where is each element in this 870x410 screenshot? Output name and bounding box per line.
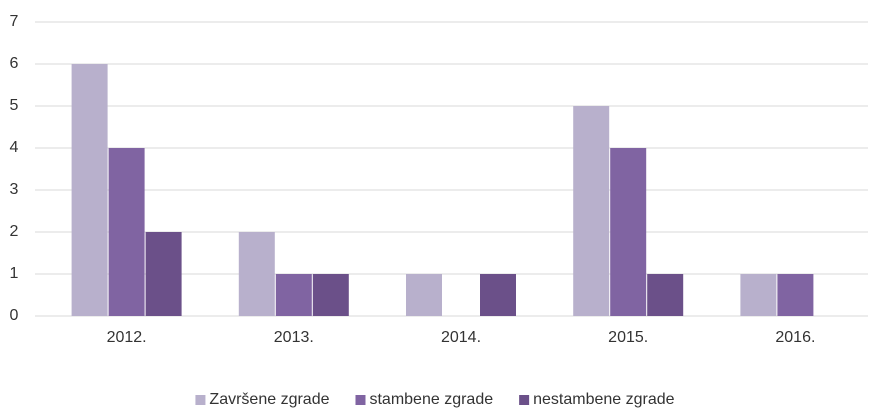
bar (777, 274, 814, 316)
x-tick-label: 2012. (107, 329, 147, 346)
x-tick-label: 2016. (775, 329, 815, 346)
y-tick-label: 5 (10, 97, 19, 114)
legend-label: stambene zgrade (369, 391, 493, 408)
legend-item: stambene zgrade (355, 391, 493, 408)
x-tick-label: 2014. (441, 329, 481, 346)
legend-swatch (519, 395, 530, 405)
legend-label: Završene zgrade (209, 391, 329, 408)
bar (71, 64, 108, 316)
y-tick-label: 2 (10, 223, 19, 240)
y-tick-label: 3 (10, 181, 19, 198)
legend-swatch (355, 395, 366, 405)
y-tick-label: 1 (10, 265, 19, 282)
bar (573, 106, 610, 316)
y-tick-label: 7 (10, 13, 19, 30)
x-tick-label: 2013. (274, 329, 314, 346)
bar (406, 274, 442, 316)
bar (480, 274, 516, 316)
bar (238, 232, 275, 316)
bar (275, 274, 312, 316)
legend-item: nestambene zgrade (519, 391, 675, 408)
bar (312, 274, 349, 316)
y-tick-label: 4 (10, 139, 19, 156)
x-tick-label: 2015. (608, 329, 648, 346)
y-tick-label: 0 (10, 307, 19, 324)
bar (647, 274, 684, 316)
bar (610, 148, 647, 316)
y-tick-label: 6 (10, 55, 19, 72)
legend-swatch (195, 395, 206, 405)
legend-label: nestambene zgrade (533, 391, 675, 408)
bar (145, 232, 182, 316)
legend-item: Završene zgrade (195, 391, 330, 408)
bar (740, 274, 777, 316)
bar (108, 148, 145, 316)
